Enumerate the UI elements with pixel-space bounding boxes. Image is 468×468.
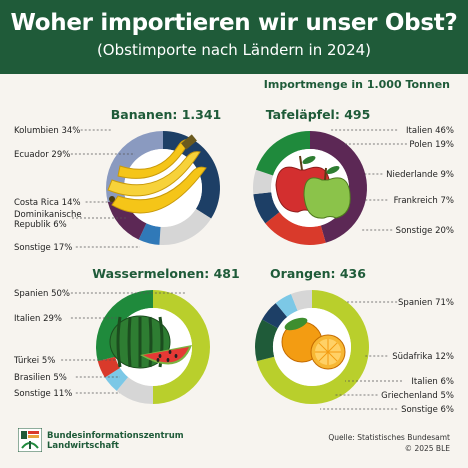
slice-label-orange-3: Griechenland 5% [381, 391, 454, 401]
header-banner: Woher importieren wir unser Obst? (Obsti… [0, 0, 468, 74]
copyright-text: © 2025 BLE [404, 444, 450, 453]
ble-logo-icon [18, 428, 42, 452]
slice-label-banana-2: Dominikanische Republik 6% [14, 210, 82, 230]
banana-icon [107, 134, 207, 214]
chart-title-orange: Orangen: 436 [270, 266, 366, 281]
slice-label-watermelon-0: Spanien 50% [14, 289, 70, 299]
slice-label-apple-4: Sonstige 20% [396, 226, 454, 236]
chart-title-banana: Bananen: 1.341 [111, 107, 221, 122]
slice-label-orange-1: Südafrika 12% [392, 352, 454, 362]
slice-label-apple-1: Polen 19% [409, 140, 454, 150]
slice-label-watermelon-4: Italien 29% [14, 314, 62, 324]
org-name: Bundesinformationszentrum Landwirtschaft [47, 431, 184, 451]
donut-slice-watermelon-0 [153, 290, 210, 404]
donut-slice-orange-0 [256, 290, 370, 404]
slice-label-banana-4: Ecuador 29% [14, 150, 70, 160]
slice-label-banana-0: Kolumbien 34% [14, 126, 80, 136]
slice-label-orange-0: Spanien 71% [398, 298, 454, 308]
donut-slice-banana-1 [159, 208, 212, 246]
source-note: Quelle: Statistisches Bundesamt © 2025 B… [328, 432, 450, 454]
slice-label-banana-3: Costa Rica 14% [14, 198, 81, 208]
slice-label-apple-2: Niederlande 9% [386, 170, 454, 180]
donut-slice-apple-0 [310, 131, 367, 243]
page-subtitle: (Obstimporte nach Ländern in 2024) [96, 41, 372, 59]
donut-slice-orange-1 [254, 319, 278, 362]
chart-title-watermelon: Wassermelonen: 481 [92, 266, 239, 281]
watermelon-icon [109, 315, 192, 369]
org-name-line2: Landwirtschaft [47, 441, 119, 451]
apple-icon [275, 155, 351, 219]
slice-label-apple-3: Frankreich 7% [394, 196, 454, 206]
unit-label: Importmenge in 1.000 Tonnen [263, 78, 450, 91]
donut-slice-orange-3 [275, 294, 298, 317]
source-text: Quelle: Statistisches Bundesamt [328, 433, 450, 442]
donut-slice-watermelon-1 [116, 377, 153, 404]
donut-slice-orange-2 [262, 303, 288, 329]
donut-slice-apple-2 [253, 192, 280, 224]
slice-label-orange-2: Italien 6% [411, 377, 454, 387]
orange-icon [281, 317, 346, 370]
donut-slice-apple-4 [256, 131, 310, 176]
slice-label-banana-1: Sonstige 17% [14, 243, 72, 253]
slice-label-watermelon-3: Türkei 5% [13, 356, 55, 366]
donut-slice-watermelon-2 [104, 367, 129, 391]
slice-label-watermelon-1: Sonstige 11% [14, 389, 72, 399]
slice-label-orange-4: Sonstige 6% [401, 405, 454, 415]
chart-title-apple: Tafeläpfel: 495 [266, 107, 371, 122]
slice-label-watermelon-2: Brasilien 5% [14, 373, 67, 383]
donut-slice-banana-0 [163, 131, 220, 219]
donut-slice-watermelon-3 [97, 356, 121, 378]
page-title: Woher importieren wir unser Obst? [10, 10, 458, 36]
donut-slice-apple-3 [253, 169, 274, 195]
donut-slice-banana-2 [138, 223, 161, 245]
slice-label-apple-0: Italien 46% [406, 126, 454, 136]
donut-slice-apple-1 [265, 212, 326, 245]
donut-slice-orange-4 [291, 290, 312, 311]
org-name-line1: Bundesinformationszentrum [47, 431, 184, 441]
